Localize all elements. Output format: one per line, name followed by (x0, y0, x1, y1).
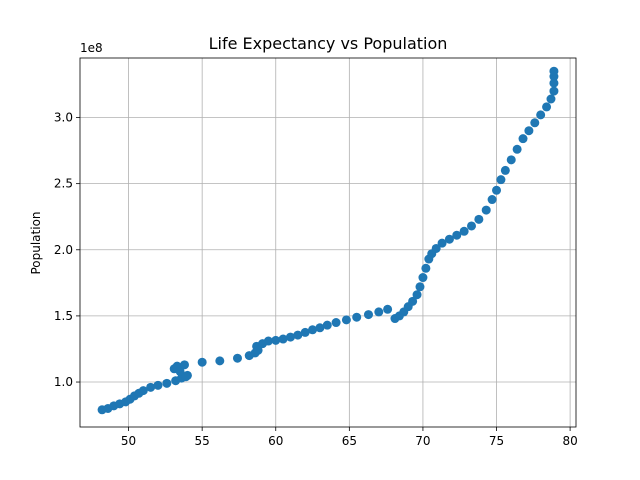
data-point (524, 126, 534, 136)
data-point (549, 66, 559, 76)
plot-frame (79, 57, 577, 428)
data-point (506, 155, 516, 165)
data-point (179, 360, 189, 370)
data-point (215, 356, 225, 366)
x-tick-label: 60 (268, 434, 283, 448)
data-point (293, 330, 303, 340)
data-point (175, 366, 185, 376)
data-point (285, 332, 295, 342)
data-point (549, 78, 559, 88)
data-point (512, 144, 522, 154)
data-point (418, 273, 428, 283)
chart-title: Life Expectancy vs Population (209, 34, 448, 53)
data-point (197, 357, 207, 367)
y-tick-label: 3.0 (54, 111, 73, 125)
data-point (146, 382, 156, 392)
y-ticks: 1.0 1.5 2.0 2.5 3.0 (54, 111, 80, 389)
data-point (181, 372, 191, 382)
data-point (496, 175, 506, 185)
data-point (474, 214, 484, 224)
data-point (487, 195, 497, 205)
data-point (421, 263, 431, 273)
data-point (431, 243, 441, 253)
y-tick-label: 1.0 (54, 375, 73, 389)
data-point (331, 318, 341, 328)
data-point (308, 325, 318, 335)
data-point (322, 320, 332, 330)
data-point (162, 378, 172, 388)
data-point (452, 230, 462, 240)
data-point (341, 315, 351, 325)
data-point (153, 380, 163, 390)
data-point (536, 110, 546, 120)
data-point (437, 238, 447, 248)
data-point (138, 386, 148, 396)
data-point (271, 335, 281, 345)
data-point (492, 185, 502, 195)
data-point (530, 118, 540, 128)
data-points (97, 66, 559, 415)
data-point (412, 290, 422, 300)
x-tick-label: 65 (342, 434, 357, 448)
data-point (408, 296, 418, 306)
data-point (542, 102, 552, 112)
y-axis-label: Population (29, 211, 43, 274)
data-point (444, 234, 454, 244)
x-tick-label: 70 (415, 434, 430, 448)
y-tick-label: 2.5 (54, 177, 73, 191)
data-point (363, 310, 373, 320)
data-point (500, 165, 510, 175)
y-tick-label: 1.5 (54, 309, 73, 323)
data-point (278, 334, 288, 344)
y-offset-label: 1e8 (80, 41, 103, 55)
x-tick-label: 55 (195, 434, 210, 448)
data-point (415, 282, 425, 292)
x-tick-label: 50 (121, 434, 136, 448)
grid-lines (80, 58, 576, 427)
data-point (315, 323, 325, 333)
data-point (467, 221, 477, 231)
x-tick-label: 80 (562, 434, 577, 448)
data-point (383, 304, 393, 314)
y-tick-label: 2.0 (54, 243, 73, 257)
data-point (459, 226, 469, 236)
data-point (518, 134, 528, 144)
data-point (374, 307, 384, 317)
data-point (232, 353, 242, 363)
x-ticks: 50 55 60 65 70 75 80 (121, 427, 578, 448)
data-point (300, 327, 310, 337)
x-tick-label: 75 (489, 434, 504, 448)
data-point (352, 312, 362, 322)
data-point (549, 86, 559, 96)
data-point (546, 94, 556, 104)
data-point (481, 205, 491, 215)
data-point (263, 336, 273, 346)
